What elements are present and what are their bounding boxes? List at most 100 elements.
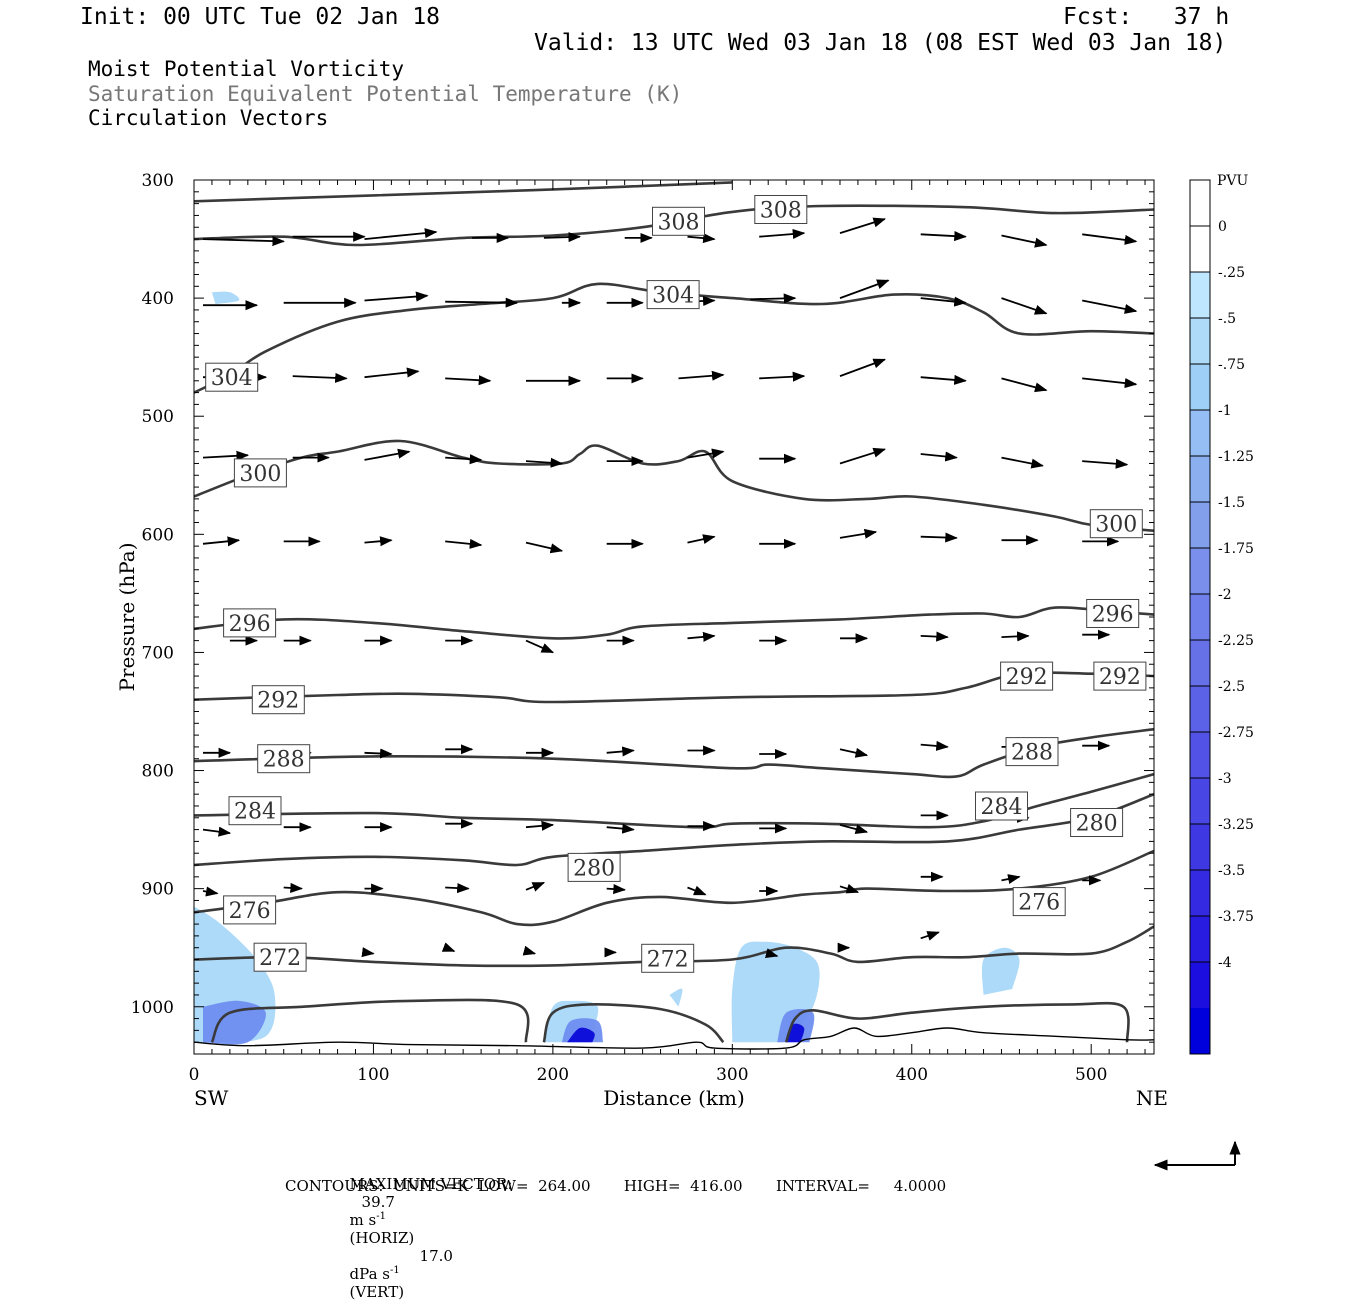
colorbar-label: -3.5 — [1218, 863, 1245, 879]
colorbar-swatch — [1190, 318, 1210, 365]
contour-label: 304 — [652, 284, 694, 309]
circulation-vector — [1001, 874, 1021, 884]
valid-time: Valid: 13 UTC Wed 03 Jan 18 (08 EST Wed … — [534, 30, 1227, 56]
circulation-vector — [364, 228, 438, 240]
isentrope-308 — [194, 204, 1154, 247]
circulation-vector — [920, 931, 940, 941]
max-vert-exp: -1 — [389, 1265, 400, 1276]
contour-label: 292 — [257, 689, 299, 714]
contour-label-box — [253, 942, 307, 972]
circulation-vector — [364, 448, 411, 461]
circulation-vector — [920, 740, 949, 751]
max-vert-value: 17.0 — [419, 1247, 453, 1265]
circulation-vector — [202, 450, 250, 461]
mpv-region-light — [669, 988, 683, 1007]
mpv-region-light — [981, 947, 1020, 995]
max-vert-tag: (VERT) — [349, 1283, 405, 1301]
colorbar-swatch — [1190, 870, 1210, 917]
x-tick-label: 500 — [1075, 1065, 1107, 1085]
contour-label: 284 — [234, 800, 276, 825]
max-vert-unit: dPa s — [349, 1265, 390, 1283]
axis-labels: 0 100 200 300 400 500 300 400 500 600 700 800 900 100… — [131, 171, 1108, 1085]
x-axis-left-end-label: SW — [194, 1086, 229, 1110]
circulation-vector — [202, 826, 232, 837]
y-tick-label: 600 — [142, 525, 174, 545]
circulation-vector — [364, 367, 420, 379]
circulation-vector — [202, 536, 241, 547]
circulation-vector — [364, 536, 393, 547]
contour-label: 280 — [573, 856, 615, 881]
circulation-vector — [606, 823, 635, 834]
colorbar-swatch — [1190, 686, 1210, 733]
circulation-vector — [687, 534, 716, 545]
mpv-region-light — [211, 291, 240, 304]
circulation-vector — [920, 631, 949, 642]
colorbar-swatch — [1190, 594, 1210, 641]
y-tick-label: 800 — [142, 762, 174, 782]
contour-label-box — [754, 195, 808, 224]
circulation-vector — [445, 883, 470, 894]
colorbar-label: -1 — [1218, 403, 1232, 419]
colorbar-label: -1.75 — [1218, 541, 1254, 557]
circulation-vector — [292, 372, 348, 383]
x-axis-right-end-label: NE — [1136, 1086, 1168, 1110]
isentrope-312 — [194, 181, 733, 203]
isentrope-276 — [194, 849, 1154, 927]
isentrope-268 — [210, 998, 530, 1043]
contour-label: 276 — [1018, 891, 1060, 916]
field-title-mpv: Moist Potential Vorticity — [88, 57, 405, 81]
colorbar-swatch — [1190, 824, 1210, 871]
contour-label: 292 — [1099, 665, 1141, 690]
contour-label-box — [228, 796, 282, 826]
max-vector-label: MAXIMUM VECTOR: — [349, 1175, 513, 1193]
cross-section-chart: 308 308 304 304 300 300 296 296 292 292 292 288 288 2… — [115, 171, 1254, 1171]
colorbar-swatch — [1190, 410, 1210, 457]
colorbar-swatch — [1190, 1008, 1210, 1055]
reference-vector-icon — [1153, 1140, 1241, 1171]
circulation-vector — [441, 942, 456, 953]
circulation-vector — [1082, 233, 1138, 245]
circulation-vector — [750, 293, 797, 304]
circulation-vector — [839, 358, 886, 377]
field-title-theta-es: Saturation Equivalent Potential Temperat… — [88, 82, 683, 106]
circulation-vector — [759, 228, 806, 240]
circulation-vector — [839, 279, 890, 299]
circulation-vector — [202, 236, 285, 247]
colorbar-title: PVU — [1217, 173, 1249, 189]
forecast-hour: Fcst: 37 h — [1063, 4, 1230, 30]
circulation-vector — [839, 883, 860, 894]
y-tick-label: 700 — [142, 643, 174, 663]
isentrope-300 — [194, 439, 1154, 533]
contour-label-box — [1005, 737, 1059, 767]
contour-label-box — [1012, 887, 1066, 917]
colorbar-swatch — [1190, 272, 1210, 319]
colorbar-label: -3.25 — [1218, 817, 1254, 833]
colorbar-swatch — [1190, 916, 1210, 963]
axis-ticks — [193, 179, 1154, 1055]
colorbar-label: -2.5 — [1218, 679, 1245, 695]
max-horiz-exp: -1 — [376, 1211, 386, 1222]
circulation-vector — [687, 233, 716, 244]
colorbar-label: -.25 — [1218, 265, 1245, 281]
contour-label-box — [641, 943, 695, 973]
isentrope-296 — [194, 606, 1154, 640]
contour-label: 284 — [981, 795, 1023, 820]
circulation-vector — [920, 374, 967, 385]
contour-label-box — [257, 744, 311, 774]
colorbar-label: -4 — [1218, 955, 1232, 971]
isentrope-280 — [194, 792, 1154, 867]
circulation-vector — [525, 820, 555, 831]
circulation-vector — [522, 945, 537, 956]
y-axis-title: Pressure (hPa) — [115, 543, 139, 692]
circulation-vector — [445, 297, 519, 308]
circulation-vector — [606, 884, 626, 895]
circulation-vector — [764, 948, 779, 958]
y-tick-label: 1000 — [131, 998, 174, 1018]
circulation-vector — [525, 541, 564, 554]
circulation-vector — [687, 885, 707, 896]
circulation-vector — [283, 882, 303, 893]
isentrope-284 — [194, 772, 1154, 829]
mpv-region-dark — [786, 1023, 805, 1043]
mpv-region-dark — [567, 1027, 595, 1043]
colorbar-label: -2.75 — [1218, 725, 1254, 741]
